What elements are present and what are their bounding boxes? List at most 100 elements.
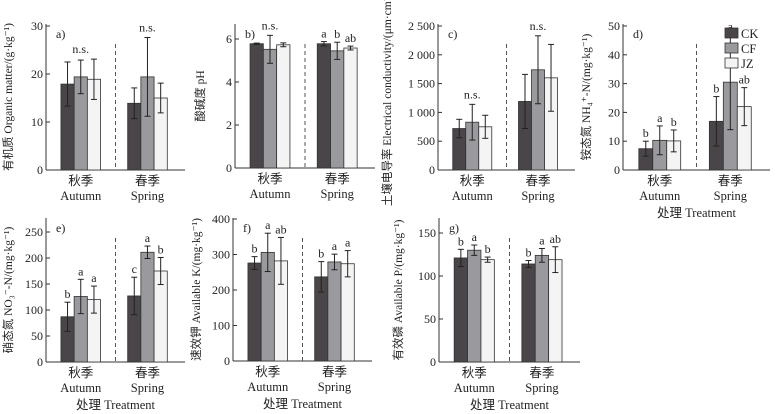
y-tick-label: 50 (31, 329, 43, 343)
bar-jz (340, 263, 355, 362)
x-axis-title: 处理 Treatment (263, 397, 343, 411)
y-tick-label: 0 (37, 163, 43, 177)
legend-swatch-jz (724, 57, 739, 69)
category-label-cn: 秋季 (68, 366, 94, 380)
y-tick-label: 30 (31, 19, 43, 33)
significance-label: b (671, 115, 677, 129)
y-tick-label: 20 (608, 105, 620, 119)
bar-cf (330, 50, 345, 169)
category-label-en: Spring (131, 381, 165, 395)
significance-label: b (713, 82, 719, 96)
panel-f: 0 100 200 300 400 速效钾 Available K/(mg·kg⁻¹) f)… (189, 212, 372, 411)
y-tick-label: 200 (212, 283, 230, 297)
legend-swatch-ck (724, 27, 739, 39)
category-label-cn: 秋季 (647, 174, 673, 188)
bar-cf (140, 251, 155, 363)
y-tick-label: 0 (224, 354, 230, 368)
y-tick-label: 2 000 (408, 48, 435, 62)
y-tick-label: 0 (430, 355, 436, 369)
legend-label-ck: CK (741, 27, 758, 41)
y-tick-label: 50 (608, 19, 620, 33)
y-tick-label: 100 (25, 303, 43, 317)
significance-label: b (526, 246, 532, 260)
significance-label: b (318, 247, 324, 261)
y-tick-label: 0 (429, 163, 435, 177)
y-tick-label: 500 (417, 134, 435, 148)
group-significance-label: n.s. (464, 87, 481, 101)
y-axis-title: 铵态氮 NH₄⁺-N/(mg·kg⁻¹) (579, 34, 593, 161)
y-axis-title: 速效钾 Available K/(mg·kg⁻¹) (189, 218, 203, 361)
significance-label: b (334, 27, 340, 41)
bar-cf (534, 254, 550, 363)
y-tick-label: 4 (226, 75, 232, 89)
group-significance-label: n.s. (530, 19, 547, 33)
bar-ck (249, 43, 264, 169)
category-label-en: Autumn (639, 189, 681, 203)
group-significance-label: n.s. (139, 21, 156, 35)
legend-label-cf: CF (741, 42, 756, 56)
y-tick-label: 200 (25, 251, 43, 265)
y-tick-label: 6 (226, 32, 232, 46)
bar-ck (521, 263, 536, 363)
bar-jz (480, 259, 495, 363)
category-label-cn: 秋季 (255, 365, 281, 379)
significance-label: b (158, 242, 164, 256)
significance-label: ab (345, 31, 356, 45)
panel-label: d) (633, 27, 643, 41)
y-tick-label: 30 (608, 77, 620, 91)
y-tick-label: 2 500 (408, 19, 435, 33)
bar-cf (327, 261, 342, 362)
category-label-en: Autumn (60, 189, 102, 203)
y-tick-label: 50 (424, 312, 436, 326)
panel-label: g) (449, 221, 459, 235)
significance-label: b (485, 242, 491, 256)
y-tick-label: 10 (608, 134, 620, 148)
bar-ck (247, 262, 262, 362)
y-tick-label: 0 (614, 163, 620, 177)
panel-label: c) (448, 27, 457, 41)
y-tick-label: 1 500 (408, 77, 435, 91)
y-tick-label: 150 (418, 226, 436, 240)
category-label-en: Spring (321, 187, 355, 201)
significance-label: a (321, 27, 327, 41)
category-label-cn: 春季 (718, 174, 744, 188)
y-tick-label: 40 (608, 48, 620, 62)
y-tick-label: 0 (37, 355, 43, 369)
bar-jz (343, 47, 358, 169)
category-label-cn: 春季 (135, 366, 161, 380)
y-tick-label: 10 (31, 115, 43, 129)
bar-cf (467, 249, 482, 363)
bar-ck (316, 43, 331, 169)
category-label-en: Autumn (454, 381, 496, 395)
significance-label: ab (739, 73, 750, 87)
significance-label: a (78, 264, 84, 278)
category-label-cn: 春季 (325, 172, 351, 186)
significance-label: a (332, 239, 338, 253)
significance-label: ab (275, 222, 286, 236)
y-axis-title: 硝态氮 NO₃⁻-N/(mg·kg⁻¹) (1, 227, 15, 354)
significance-label: a (728, 20, 734, 34)
x-axis-title: 处理 Treatment (76, 398, 156, 412)
significance-label: ab (550, 232, 561, 246)
bar-jz (276, 44, 291, 169)
panel-a: 0 10 20 30 有机质 Organic matter/(g·kg⁻¹) a) n.s.… (1, 19, 185, 203)
significance-label: a (539, 233, 545, 247)
category-label-en: Autumn (250, 187, 292, 201)
y-tick-label: 150 (25, 277, 43, 291)
significance-label: b (252, 242, 258, 256)
y-axis-title: 有机质 Organic matter/(g·kg⁻¹) (1, 23, 15, 171)
y-tick-label: 0 (226, 161, 232, 175)
significance-label: a (91, 271, 97, 285)
significance-label: b (643, 126, 649, 140)
panel-label: a) (56, 27, 65, 41)
panel-label: f) (243, 221, 251, 235)
category-label-en: Autumn (247, 380, 289, 394)
group-significance-label: n.s. (72, 42, 89, 56)
significance-label: b (65, 287, 71, 301)
significance-label: c (132, 262, 137, 276)
category-label-en: Spring (521, 189, 555, 203)
category-label-en: Autumn (60, 381, 102, 395)
y-tick-label: 20 (31, 67, 43, 81)
